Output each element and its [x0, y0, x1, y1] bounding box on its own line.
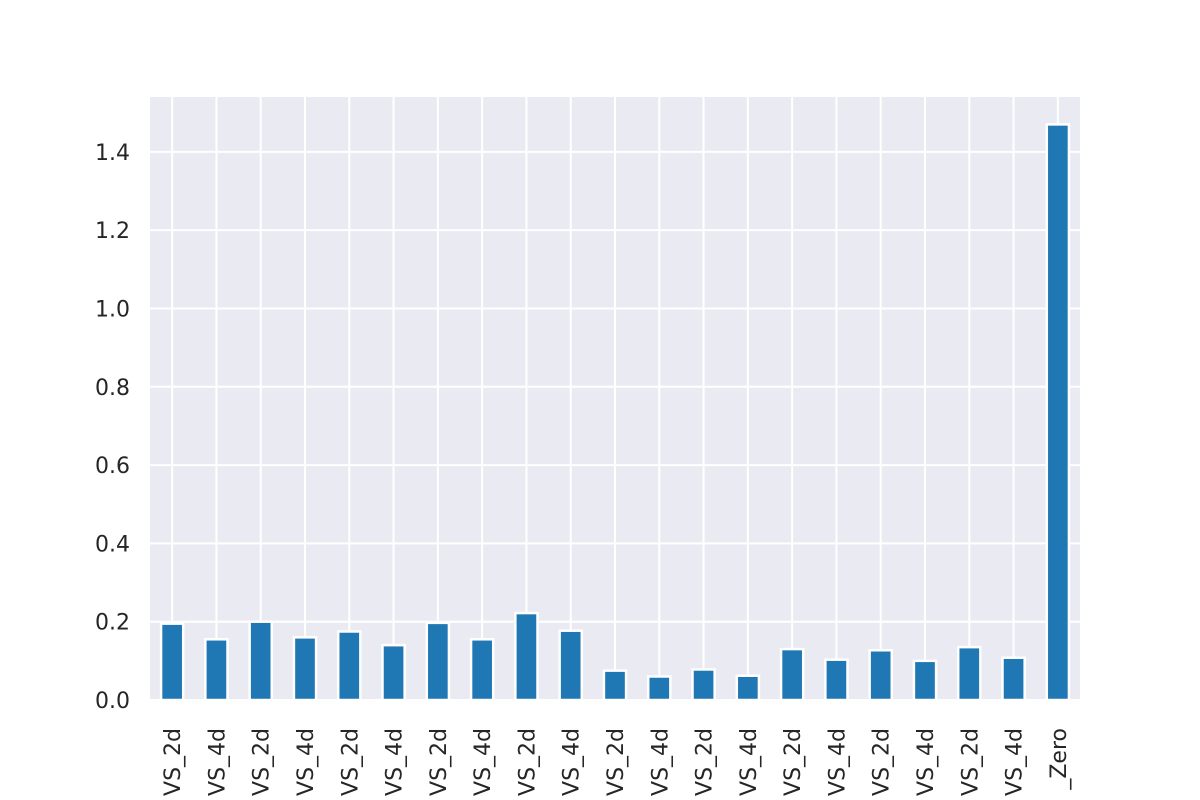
x-tick-label: VS_2d: [250, 728, 275, 796]
bar: [425, 621, 451, 702]
x-tick-label: VS_4d: [825, 728, 850, 796]
x-tick-label: VS_4d: [1003, 728, 1028, 796]
bar: [824, 658, 849, 702]
x-tick-label: _Zero: [1047, 728, 1072, 791]
bar: [779, 647, 805, 702]
y-tick-label: 0.2: [95, 611, 130, 636]
x-tick-label: VS_2d: [427, 728, 452, 796]
grid-lines: [150, 97, 1080, 701]
bar: [204, 638, 229, 702]
bar: [336, 630, 362, 702]
bar: [381, 643, 406, 702]
bar: [1045, 123, 1071, 702]
y-tick-label: 1.4: [95, 141, 130, 166]
y-tick-label: 0.4: [95, 532, 130, 557]
bar: [912, 659, 938, 702]
x-tick-label: VS_2d: [870, 728, 895, 796]
bar: [691, 668, 716, 702]
x-tick-label: VS_2d: [604, 728, 629, 796]
bars: [159, 123, 1071, 702]
x-tick-label: VS_4d: [471, 728, 496, 796]
bar: [868, 649, 894, 702]
y-tick-label: 1.2: [95, 219, 130, 244]
bar: [469, 638, 495, 702]
x-tick-label: VS_2d: [693, 728, 718, 796]
y-tick-label: 0.8: [95, 376, 130, 401]
bar: [646, 675, 672, 702]
x-tick-label: VS_4d: [914, 728, 939, 796]
bar: [956, 645, 982, 702]
bar: [514, 611, 539, 702]
x-tick-label: VS_2d: [338, 728, 363, 796]
y-tick-label: 0.6: [95, 454, 130, 479]
y-axis-ticks: 0.0 0.2 0.4 0.6 0.8 1.0 1.2 1.4: [95, 141, 130, 714]
y-tick-label: 0.0: [95, 689, 130, 714]
x-tick-label: VS_2d: [161, 728, 186, 796]
x-tick-label: VS_4d: [737, 728, 762, 796]
x-axis-ticks: VS_2d VS_4d VS_2d VS_4d VS_2d VS_4d VS_2d VS_4d…: [161, 728, 1072, 796]
x-tick-label: VS_2d: [958, 728, 983, 796]
bar: [558, 629, 584, 702]
x-tick-label: VS_4d: [560, 728, 585, 796]
x-tick-label: VS_4d: [648, 728, 673, 796]
bar: [159, 622, 185, 702]
bar: [1001, 656, 1026, 702]
bar: [248, 620, 274, 702]
x-tick-label: VS_2d: [781, 728, 806, 796]
bar: [602, 669, 628, 702]
y-tick-label: 1.0: [95, 297, 130, 322]
x-tick-label: VS_4d: [383, 728, 408, 796]
x-tick-label: VS_2d: [515, 728, 540, 796]
x-tick-label: VS_4d: [294, 728, 319, 796]
bar: [292, 636, 318, 702]
x-tick-label: VS_4d: [205, 728, 230, 796]
bar: [735, 674, 761, 702]
